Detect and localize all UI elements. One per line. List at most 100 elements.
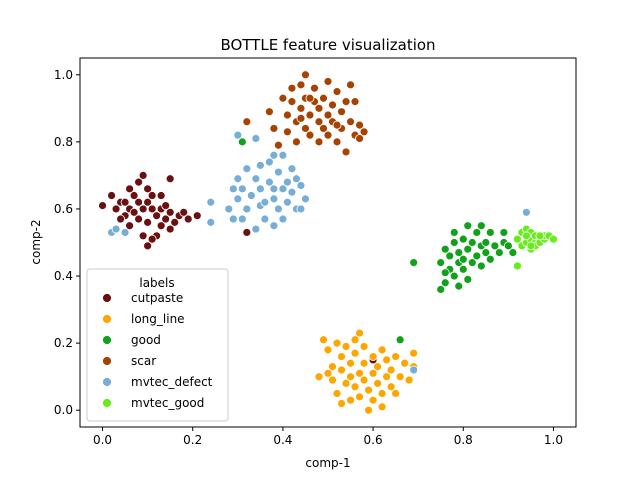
data-point-cutpaste [165,174,175,184]
data-point-cutpaste [111,204,121,214]
x-axis: 0.0 0.2 0.4 0.6 0.8 1.0 [93,427,563,447]
data-point-mvtec-defect [278,184,288,194]
data-point-scar [355,120,364,130]
data-point-long-line [368,368,378,378]
legend-label: mvtec_defect [131,375,213,389]
data-point-scar [341,147,351,157]
data-point-good [440,268,450,278]
data-point-mvtec-defect [233,130,243,140]
data-point-mvtec-defect [228,184,238,194]
data-point-cutpaste [143,197,153,207]
data-point-mvtec-defect [206,197,216,207]
data-point-scar [287,97,297,107]
data-point-long-line [400,358,410,368]
legend-marker-cutpaste [102,293,112,303]
data-point-good [494,248,504,257]
data-point-mvtec-defect [251,224,261,234]
data-point-good [503,241,513,251]
data-point-mvtec-defect [522,207,531,217]
data-point-long-line [355,392,364,402]
data-point-cutpaste [147,204,157,214]
data-point-long-line [346,372,355,382]
data-point-long-line [350,348,360,358]
data-point-good [481,238,491,247]
data-point-good [458,254,468,264]
data-point-long-line [377,345,387,355]
data-point-long-line [391,352,401,361]
y-tick-label: 0.2 [54,336,73,350]
data-point-mvtec-defect [206,217,216,227]
data-point-cutpaste [242,228,252,237]
data-point-good [485,228,495,237]
data-point-long-line [337,365,346,375]
data-point-cutpaste [138,171,148,180]
y-axis-label: comp-2 [29,219,43,264]
data-point-mvtec-defect [269,194,279,204]
data-point-long-line [386,365,396,375]
data-point-long-line [373,362,383,372]
data-point-mvtec-defect [269,150,279,160]
x-tick-label: 0.8 [454,433,473,447]
data-point-mvtec-defect [273,167,283,177]
data-point-good [436,258,446,268]
data-point-mvtec-defect [409,365,419,375]
data-point-long-line [391,389,401,398]
x-tick-label: 0.4 [273,433,292,447]
data-point-scar [269,124,279,133]
data-point-long-line [323,368,333,378]
data-point-good [463,244,473,254]
data-point-long-line [332,389,342,398]
data-point-good [458,264,468,274]
y-tick-label: 0.8 [54,135,73,149]
data-point-scar [305,110,315,120]
data-point-scar [283,110,292,120]
data-point-long-line [350,382,360,392]
data-point-cutpaste [147,191,157,200]
y-tick-label: 0.4 [54,269,73,283]
data-point-mvtec-defect [260,197,270,207]
data-point-cutpaste [98,201,107,211]
data-point-mvtec-defect [287,164,297,174]
data-point-scar [350,97,360,107]
data-point-cutpaste [165,207,175,217]
data-point-cutpaste [161,201,171,211]
data-point-good [472,251,482,261]
data-point-long-line [341,342,351,351]
data-point-cutpaste [107,191,116,200]
data-point-long-line [364,385,373,395]
data-point-mvtec-defect [273,204,283,214]
y-tick-label: 0.0 [54,403,73,417]
legend-label: scar [131,354,156,368]
data-point-scar [301,70,310,80]
data-point-good [395,335,405,345]
data-point-mvtec-defect [296,204,306,214]
data-point-mvtec-defect [255,160,265,170]
data-point-good [237,137,247,147]
data-point-scar [310,83,319,93]
data-point-scar [359,127,369,137]
data-point-cutpaste [143,217,153,227]
chart-title: BOTTLE feature visualization [220,36,435,54]
data-point-cutpaste [143,241,153,251]
data-point-long-line [359,358,369,368]
data-point-good [449,271,459,281]
data-point-mvtec-good [549,234,558,244]
data-point-cutpaste [138,231,148,241]
legend-marker-scar [102,356,112,366]
data-point-long-line [377,402,387,412]
data-point-mvtec-defect [260,214,270,224]
data-point-scar [323,77,333,86]
legend-marker-good [102,335,112,345]
data-point-mvtec-good [535,231,545,241]
data-point-mvtec-defect [255,184,265,194]
plot-frame [79,57,577,428]
data-point-good [463,221,473,231]
data-point-mvtec-defect [264,177,274,187]
data-point-good [436,285,446,294]
data-point-long-line [404,375,414,385]
data-point-mvtec-defect [269,184,279,194]
data-point-long-line [328,362,337,372]
data-point-cutpaste [152,211,162,221]
y-tick-label: 1.0 [54,68,73,82]
legend-label: cutpaste [131,291,183,305]
